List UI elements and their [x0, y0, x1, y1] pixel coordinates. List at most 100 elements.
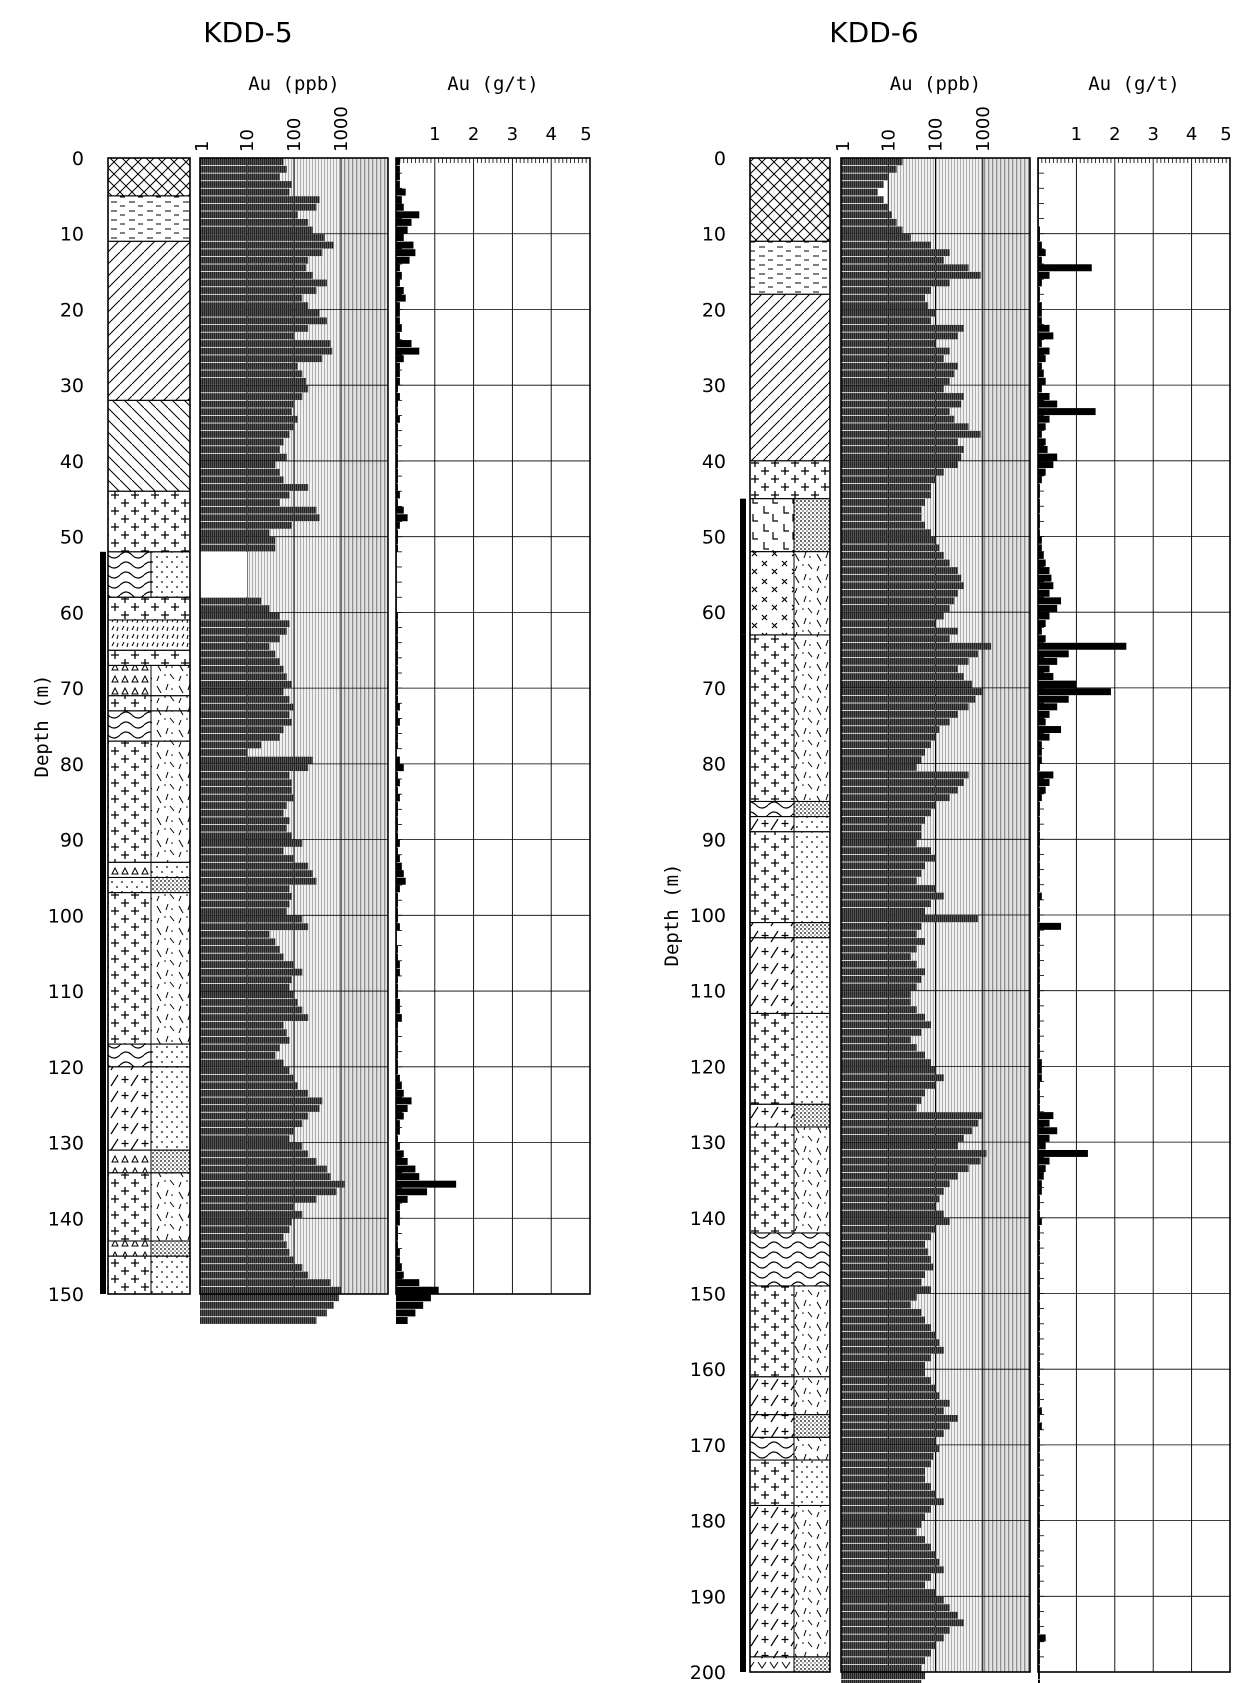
- gt-bar: [1038, 241, 1042, 249]
- ppb-bar: [841, 938, 926, 945]
- hole-title: KDD-5: [203, 16, 292, 49]
- gt-bar: [1038, 1172, 1044, 1180]
- gt-tick-label: 5: [580, 124, 591, 145]
- gt-bar: [396, 991, 398, 999]
- lithology-interval: [107, 710, 152, 742]
- gt-bar: [396, 612, 398, 620]
- ppb-bar: [841, 514, 922, 521]
- ppb-bar: [200, 1158, 317, 1165]
- ppb-bar: [841, 287, 931, 294]
- gt-bar: [396, 1135, 398, 1143]
- ppb-bar: [841, 1346, 944, 1354]
- ppb-bar: [841, 438, 959, 446]
- gt-bar: [396, 718, 400, 726]
- ppb-bar: [841, 1089, 926, 1097]
- ppb-tick-label: 100: [284, 118, 305, 152]
- ppb-bar: [841, 862, 926, 870]
- ppb-bar: [200, 1036, 290, 1044]
- ppb-bar: [841, 302, 929, 309]
- depth-tick-label: 190: [690, 1586, 726, 1608]
- ppb-bar: [841, 218, 897, 226]
- ppb-bar: [841, 521, 926, 529]
- gt-bar: [1038, 1445, 1040, 1453]
- ppb-bar: [841, 536, 936, 544]
- ppb-bar: [841, 839, 917, 847]
- gt-bar: [1038, 1369, 1040, 1377]
- ppb-bar: [841, 582, 964, 590]
- ppb-bar: [841, 1566, 944, 1574]
- ppb-bar: [841, 158, 903, 166]
- gt-bar: [1038, 968, 1040, 976]
- gt-bar: [1038, 1293, 1040, 1301]
- ppb-bar: [200, 703, 294, 711]
- gt-bar: [1038, 1339, 1040, 1347]
- ppb-bar: [841, 324, 964, 332]
- gt-bar: [396, 165, 400, 173]
- gt-bar: [396, 279, 400, 287]
- gt-bar: [396, 627, 398, 635]
- gt-bar: [1038, 642, 1127, 650]
- gt-bar: [396, 355, 404, 363]
- gt-bar: [1038, 779, 1050, 787]
- gt-bar: [396, 446, 398, 454]
- gt-bar: [396, 688, 398, 696]
- gt-bar: [396, 1180, 457, 1188]
- ppb-bar: [841, 816, 926, 824]
- gt-bar: [1038, 1392, 1040, 1400]
- gt-bar: [1038, 567, 1050, 575]
- gt-bar: [1038, 1187, 1042, 1195]
- gt-bar: [1038, 771, 1054, 779]
- ppb-bar: [200, 1067, 290, 1074]
- gt-bar: [396, 1082, 402, 1090]
- gt-bar: [1038, 612, 1050, 620]
- ppb-bar: [841, 506, 922, 514]
- ppb-bar: [841, 173, 889, 181]
- gt-bar: [1038, 1528, 1040, 1536]
- gt-bar: [1038, 1619, 1040, 1627]
- gt-bar: [396, 1233, 398, 1241]
- lithology-interval: [749, 937, 795, 1014]
- gt-bar: [1038, 574, 1052, 582]
- gt-bar: [396, 226, 408, 234]
- ppb-frame: [199, 157, 389, 1295]
- ppb-bar: [841, 574, 962, 582]
- ppb-bar: [200, 870, 313, 878]
- gt-bar: [396, 877, 406, 885]
- ppb-bar: [841, 945, 917, 953]
- ppb-bar: [841, 627, 959, 635]
- ppb-background-band: [341, 158, 388, 1294]
- ppb-bar: [200, 794, 294, 802]
- gt-bar: [1038, 1490, 1040, 1498]
- depth-axis-label: Depth (m): [661, 864, 683, 967]
- ppb-bar: [841, 922, 922, 930]
- gt-bar: [1038, 801, 1040, 809]
- depth-tick-label: 20: [60, 299, 84, 321]
- ppb-bar: [841, 1286, 931, 1294]
- gt-bar: [396, 211, 420, 219]
- ppb-bar: [841, 1112, 983, 1119]
- ppb-bar: [200, 1203, 294, 1211]
- gt-bar: [396, 264, 400, 272]
- gt-bar: [396, 1173, 420, 1181]
- solid-bar-interval: [740, 634, 746, 1673]
- ppb-bar: [841, 688, 983, 696]
- depth-tick-label: 50: [60, 527, 84, 549]
- gt-bar: [396, 885, 400, 893]
- ppb-bar: [841, 1362, 926, 1369]
- gt-bar: [1038, 832, 1040, 839]
- gt-bar: [1038, 1308, 1040, 1316]
- gt-bar: [1038, 521, 1040, 529]
- ppb-bar: [841, 1309, 922, 1316]
- lithology-interval-secondary: [150, 1255, 191, 1295]
- ppb-bar: [841, 203, 889, 211]
- gt-background: [396, 158, 590, 1294]
- ppb-bar: [841, 718, 950, 726]
- gt-bar: [396, 892, 398, 900]
- gt-bar: [396, 786, 398, 794]
- gt-bar: [396, 802, 398, 810]
- gt-bar: [396, 824, 398, 832]
- gt-bar: [1038, 1384, 1040, 1392]
- ppb-bar: [200, 1112, 309, 1120]
- gt-bar: [1038, 362, 1042, 370]
- gt-bar: [396, 945, 398, 953]
